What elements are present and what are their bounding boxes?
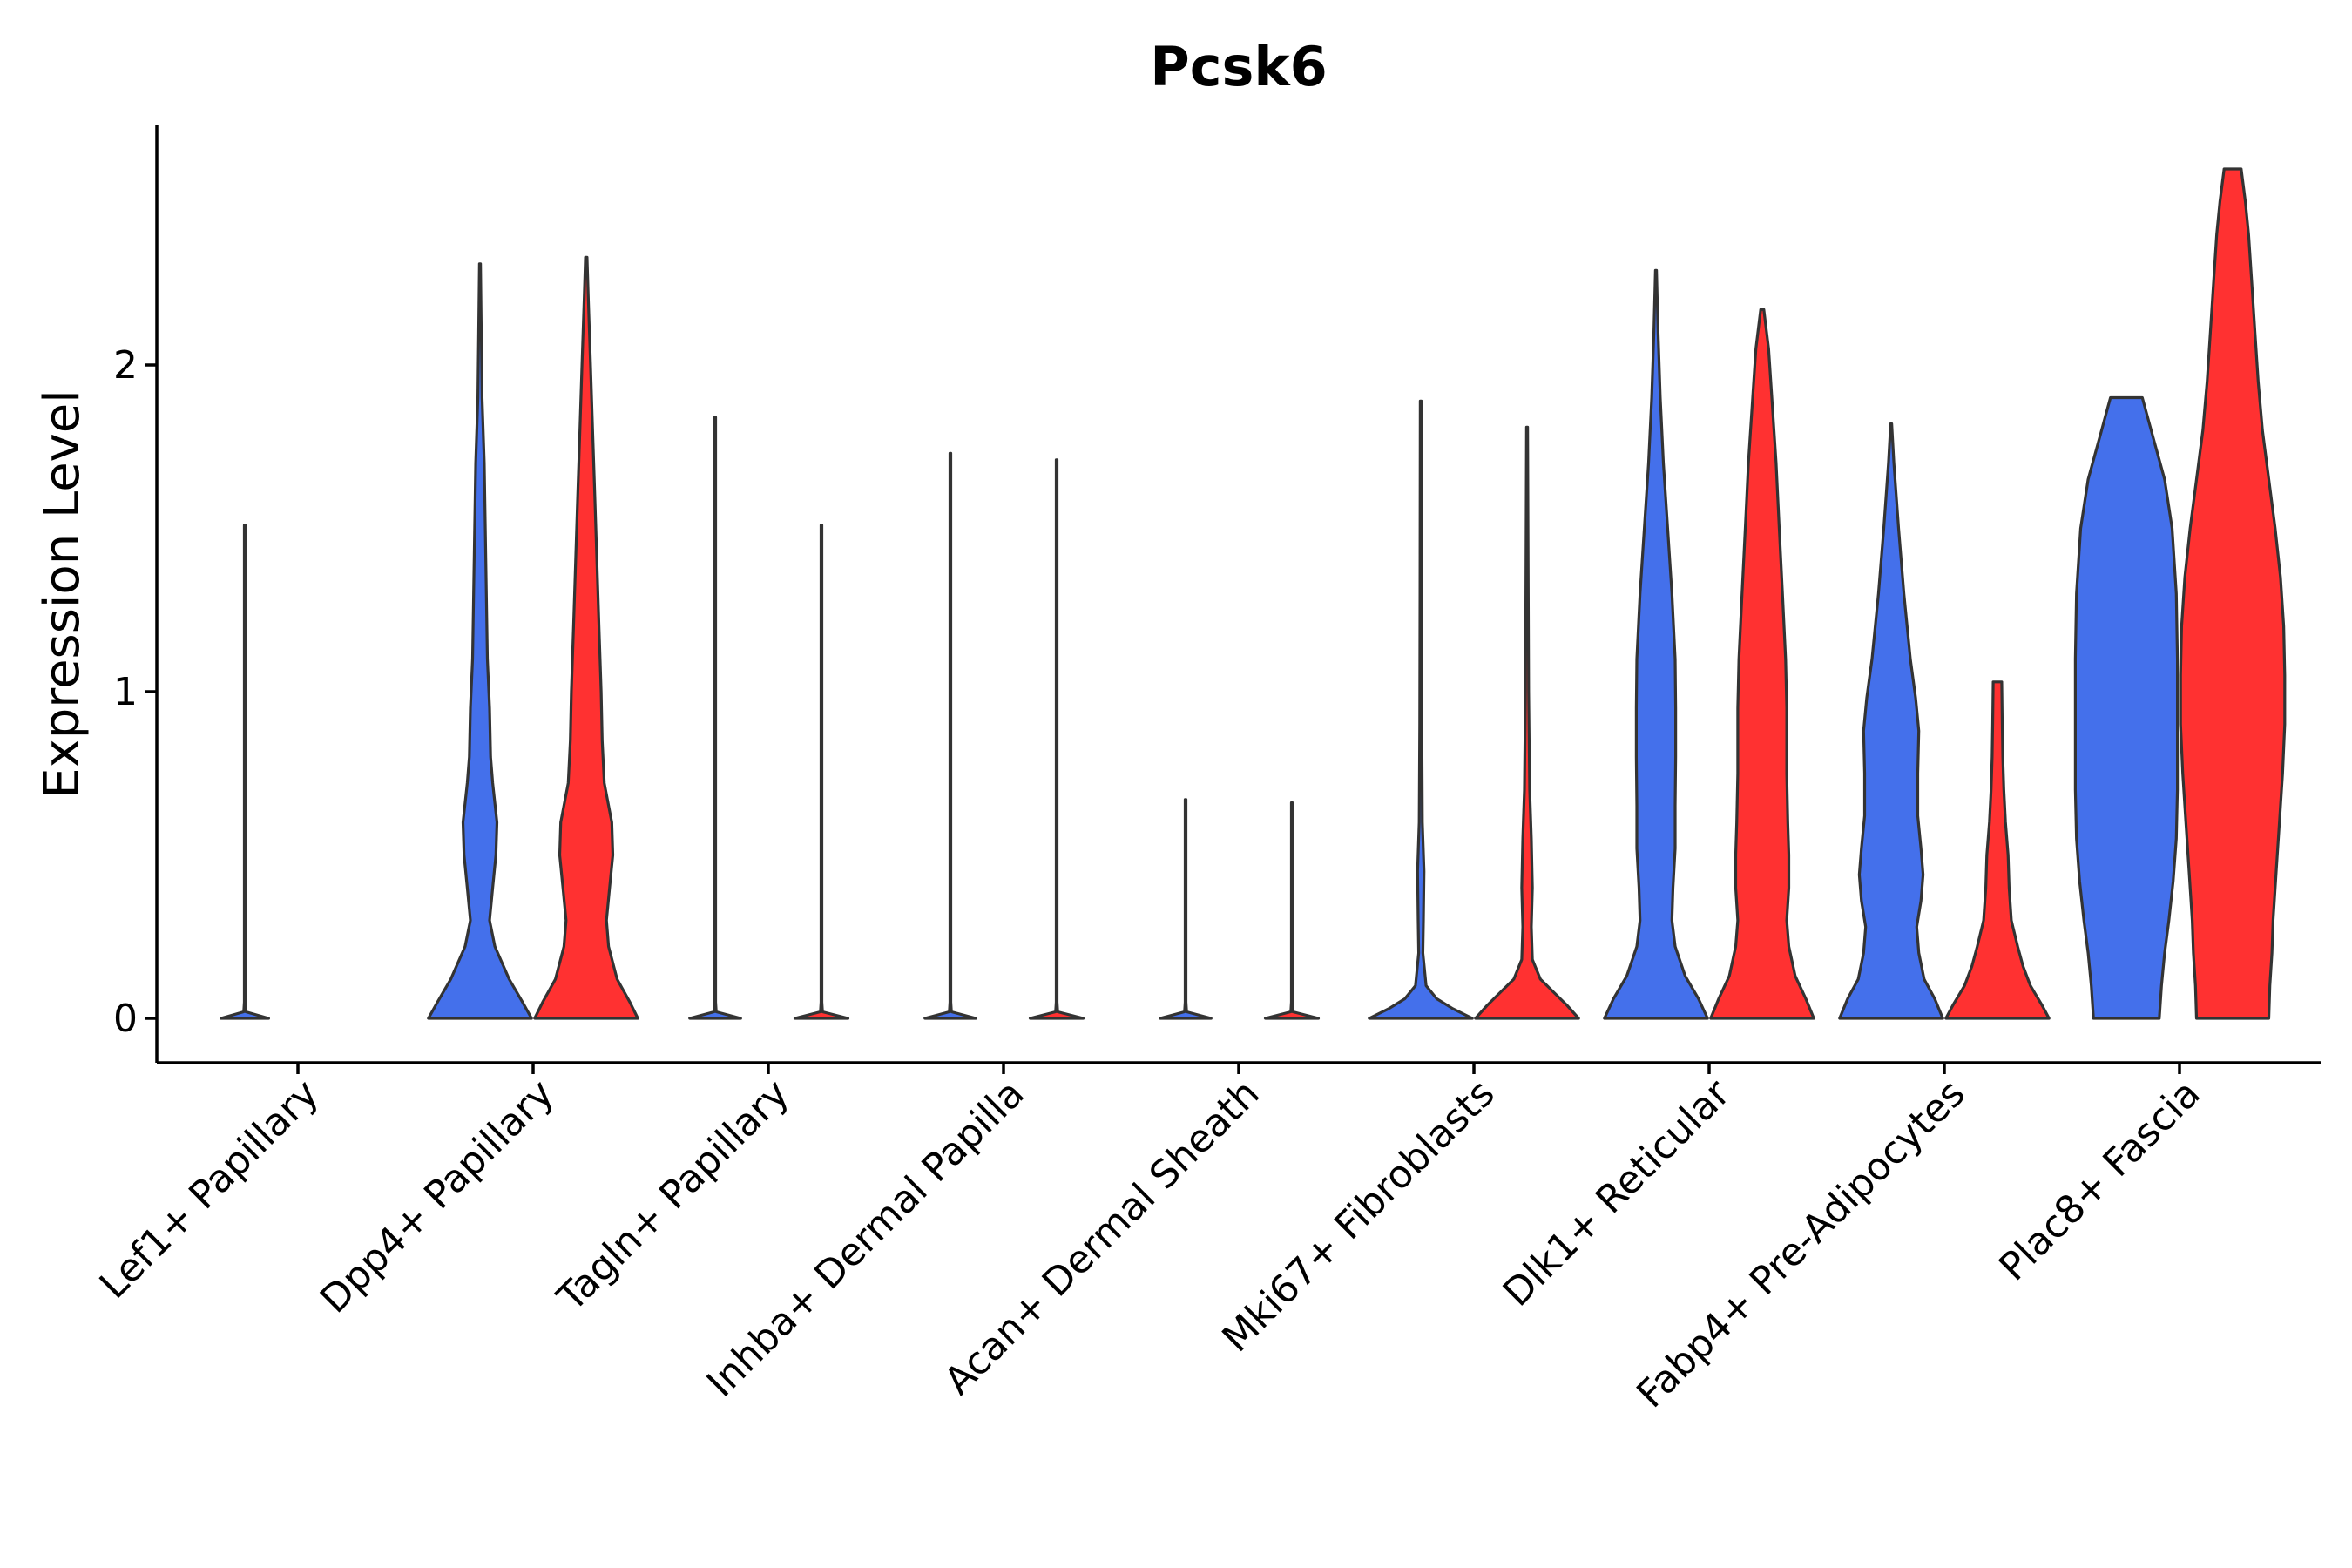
violin-red-8 bbox=[2179, 167, 2287, 1020]
violin-red-1 bbox=[533, 255, 639, 1020]
violin-blue-8 bbox=[2073, 395, 2180, 1020]
violin-blue-1 bbox=[427, 262, 533, 1020]
x-tick-label: Dpp4+ Papillary bbox=[312, 1071, 563, 1322]
violin-red-2 bbox=[793, 524, 850, 1020]
violin-blue-0 bbox=[220, 524, 270, 1020]
violin-blue-4 bbox=[1159, 798, 1213, 1020]
violin-blue-5 bbox=[1368, 399, 1474, 1020]
violin-blue-2 bbox=[688, 416, 742, 1020]
x-tick-label: Tagln+ Papillary bbox=[549, 1071, 798, 1321]
x-tick-label: Plac8+ Fascia bbox=[1990, 1071, 2209, 1290]
x-tick-label: Dlk1+ Reticular bbox=[1495, 1071, 1740, 1315]
x-tick-label: Mki67+ Fibroblasts bbox=[1213, 1071, 1503, 1361]
y-tick-label: 2 bbox=[113, 343, 138, 388]
chart-title: Pcsk6 bbox=[1150, 35, 1327, 98]
violin-red-7 bbox=[1944, 680, 2051, 1020]
y-tick-label: 1 bbox=[113, 670, 138, 714]
violin-red-5 bbox=[1474, 425, 1580, 1020]
violin-red-3 bbox=[1028, 458, 1085, 1020]
y-axis-title: Expression Level bbox=[34, 389, 91, 799]
x-tick-label: Lef1+ Papillary bbox=[91, 1071, 328, 1308]
violin-blue-7 bbox=[1838, 422, 1944, 1020]
y-axis-ticks: 0 1 2 bbox=[113, 343, 157, 1041]
violin-red-6 bbox=[1709, 308, 1815, 1020]
violin-blue-3 bbox=[923, 451, 977, 1020]
violin-blue-6 bbox=[1603, 268, 1709, 1020]
y-tick-label: 0 bbox=[113, 997, 138, 1041]
violin-plot-area bbox=[220, 167, 2287, 1020]
violin-red-4 bbox=[1263, 801, 1321, 1020]
